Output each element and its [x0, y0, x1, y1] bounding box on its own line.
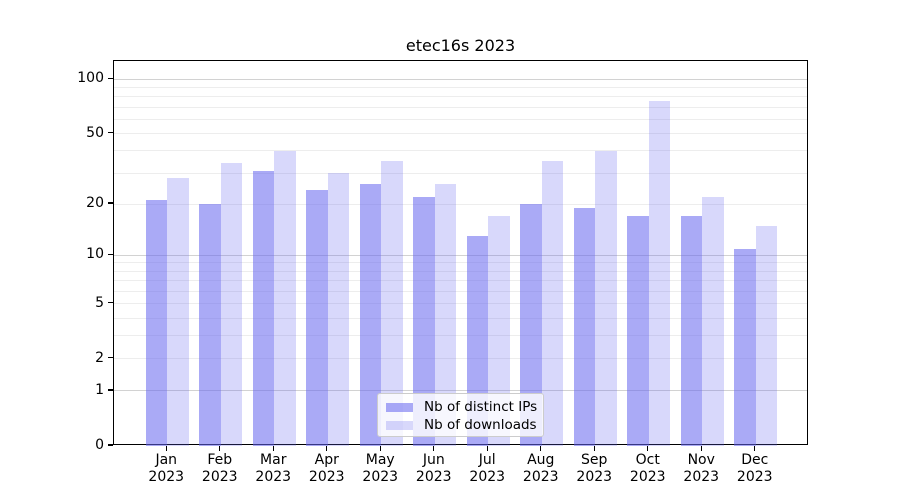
y-tick-label: 100: [77, 70, 104, 87]
y-tick-label: 2: [95, 349, 104, 366]
x-tick-label: May 2023: [362, 452, 399, 485]
bar-distinct-ips: [627, 216, 649, 446]
x-tick-mark: [647, 446, 649, 451]
bar-downloads: [595, 150, 617, 446]
x-tick-mark: [486, 446, 488, 451]
bar-downloads: [327, 173, 350, 446]
x-tick-label: Jul 2023: [469, 452, 506, 485]
bar-downloads: [648, 100, 671, 446]
bar-distinct-ips: [306, 190, 328, 446]
grid-line-minor: [114, 270, 807, 272]
x-tick-mark: [754, 446, 756, 451]
bar-downloads: [488, 216, 510, 446]
grid-line-minor: [114, 358, 807, 360]
grid-line-minor: [114, 86, 807, 88]
grid-line-minor: [114, 335, 807, 337]
x-tick-mark: [433, 446, 435, 451]
bar-downloads: [702, 196, 724, 446]
legend-row: Nb of downloads: [386, 416, 543, 434]
x-tick-label: Jan 2023: [148, 452, 185, 485]
bar-distinct-ips: [199, 204, 221, 446]
x-tick-label: Oct 2023: [629, 452, 666, 485]
y-tick-mark: [108, 202, 113, 204]
x-tick-label: Nov 2023: [683, 452, 720, 485]
bar-distinct-ips: [573, 207, 596, 446]
bar-distinct-ips: [734, 248, 756, 446]
grid-line-minor: [114, 303, 807, 305]
y-tick-label: 0: [95, 437, 104, 453]
x-tick-mark: [700, 446, 702, 451]
grid-line-minor: [114, 290, 807, 292]
x-tick-label: Dec 2023: [736, 452, 773, 485]
legend-swatch-distinct-ips: [386, 402, 413, 412]
x-tick-mark: [219, 446, 221, 451]
x-tick-mark: [165, 446, 167, 451]
grid-line-minor: [114, 118, 807, 120]
grid-line-minor: [114, 262, 807, 264]
legend-swatch-downloads: [386, 420, 413, 430]
grid-line-major: [114, 78, 807, 80]
bar-distinct-ips: [252, 170, 275, 446]
bar-downloads: [220, 163, 243, 446]
y-tick-mark: [108, 389, 113, 391]
bar-downloads: [434, 184, 457, 446]
bar-downloads: [274, 150, 296, 446]
bar-distinct-ips: [520, 204, 542, 446]
legend-label-distinct-ips: Nb of distinct IPs: [424, 399, 538, 415]
bar-distinct-ips: [145, 200, 168, 446]
y-tick-mark: [108, 357, 113, 359]
x-tick-label: Mar 2023: [255, 452, 292, 485]
bar-distinct-ips: [359, 184, 382, 446]
bar-downloads: [541, 161, 564, 446]
y-tick-mark: [108, 131, 113, 134]
grid-line-minor: [114, 133, 807, 134]
x-tick-label: Apr 2023: [308, 452, 345, 485]
x-tick-mark: [326, 446, 328, 451]
bar-downloads: [381, 161, 403, 446]
bar-distinct-ips: [413, 196, 435, 446]
legend-row: Nb of distinct IPs: [386, 398, 543, 416]
grid-line-minor: [114, 172, 807, 174]
legend-label-downloads: Nb of downloads: [424, 417, 537, 433]
y-tick-label: 20: [86, 195, 104, 212]
x-tick-label: Sep 2023: [576, 452, 613, 485]
grid-line-minor: [114, 280, 807, 282]
legend: Nb of distinct IPs Nb of downloads: [377, 393, 544, 437]
y-tick-mark: [108, 301, 113, 304]
bar-downloads: [167, 178, 189, 446]
grid-line-minor: [114, 150, 807, 152]
y-tick-mark: [108, 444, 113, 446]
plot-area: [113, 60, 808, 446]
grid-line-major: [114, 254, 807, 256]
x-tick-mark: [593, 446, 595, 451]
bar-downloads: [755, 225, 778, 446]
y-tick-label: 50: [86, 124, 104, 141]
grid-line-minor: [114, 106, 807, 108]
y-tick-mark: [108, 253, 113, 256]
x-tick-mark: [540, 446, 542, 451]
x-tick-label: Aug 2023: [522, 452, 559, 485]
y-tick-label: 1: [95, 381, 104, 398]
y-tick-label: 5: [95, 294, 104, 311]
grid-line-minor: [114, 203, 807, 205]
grid-line-minor: [114, 317, 807, 319]
x-tick-label: Jun 2023: [415, 452, 452, 485]
x-tick-mark: [272, 446, 274, 451]
grid-line-minor: [114, 96, 807, 98]
x-tick-mark: [379, 446, 381, 451]
grid-line-major: [114, 390, 807, 392]
chart-title: etec16s 2023: [405, 36, 516, 55]
x-tick-label: Feb 2023: [201, 452, 238, 485]
bar-distinct-ips: [680, 216, 703, 446]
y-tick-mark: [108, 77, 113, 79]
y-tick-label: 10: [86, 246, 104, 263]
